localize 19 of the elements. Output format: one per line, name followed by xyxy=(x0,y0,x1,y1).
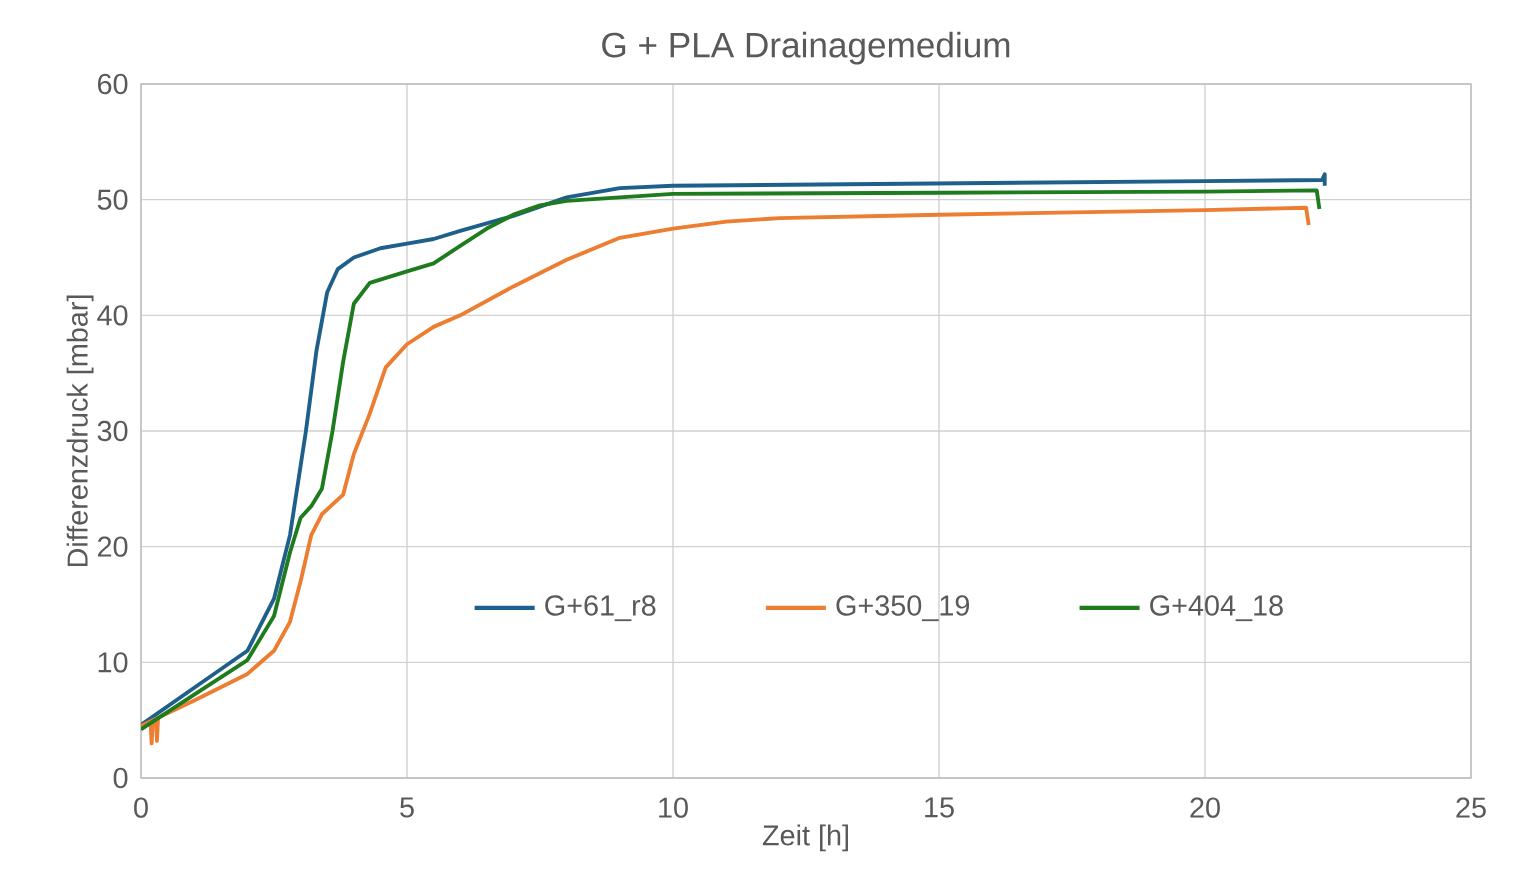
x-tick-label: 20 xyxy=(1190,797,1220,818)
y-tick-label: 60 xyxy=(98,73,128,95)
legend-label: G+404_18 xyxy=(1150,595,1283,622)
x-tick-label: 0 xyxy=(134,797,148,818)
y-tick-label: 50 xyxy=(97,189,128,210)
y-tick-label: 20 xyxy=(97,536,128,557)
y-tick-label: 0 xyxy=(113,767,128,789)
x-tick-label: 10 xyxy=(659,797,688,818)
x-axis-title: Zeit [h] xyxy=(762,824,848,852)
chart-title: G + PLA Drainagemedium xyxy=(602,31,1010,65)
x-tick-label: 25 xyxy=(1456,797,1486,818)
y-tick-label: 40 xyxy=(97,305,128,326)
legend-label: G+61_r8 xyxy=(545,595,656,622)
x-tick-label: 5 xyxy=(400,797,414,818)
y-tick-label: 30 xyxy=(97,420,128,442)
y-tick-label: 10 xyxy=(98,652,128,673)
y-axis-title: Differenzdruck [mbar] xyxy=(66,295,94,567)
legend-label: G+350_19 xyxy=(836,595,970,622)
x-tick-label: 15 xyxy=(925,797,954,818)
